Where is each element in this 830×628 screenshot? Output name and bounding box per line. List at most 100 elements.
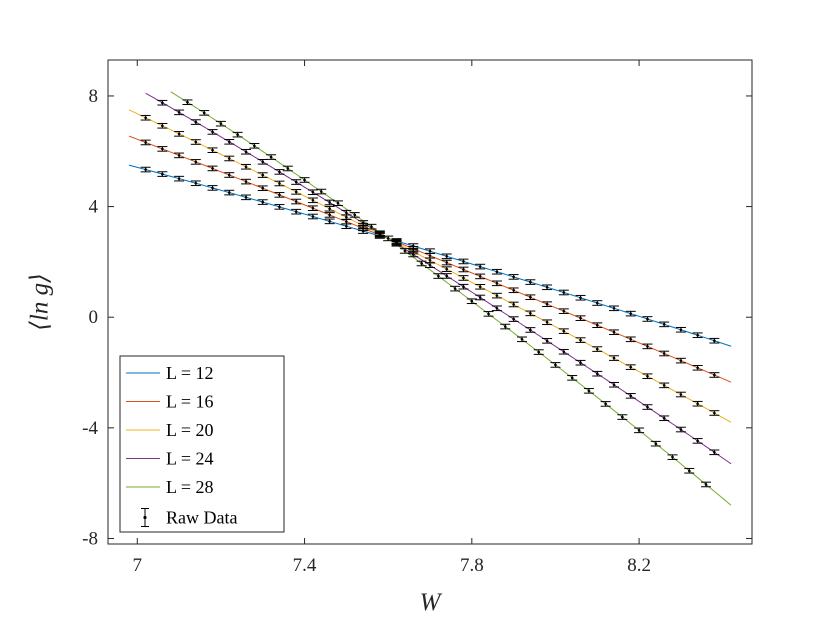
raw-data-point	[709, 410, 720, 416]
data-marker	[244, 196, 248, 199]
raw-data-point	[575, 359, 586, 366]
data-marker	[211, 130, 214, 134]
data-marker	[219, 122, 223, 125]
data-marker	[495, 294, 499, 297]
raw-data-point	[625, 393, 636, 399]
data-marker	[537, 350, 541, 354]
raw-data-point	[575, 337, 586, 343]
raw-data-point	[684, 467, 695, 474]
raw-data-point	[609, 305, 619, 312]
x-tick-label: 7	[133, 555, 143, 576]
data-marker	[495, 282, 499, 285]
raw-data-point	[257, 172, 268, 178]
raw-data-point	[525, 294, 536, 301]
data-marker	[570, 376, 574, 380]
data-marker	[253, 144, 256, 148]
raw-data-point	[491, 292, 502, 299]
data-marker	[144, 141, 147, 144]
raw-data-point	[609, 355, 619, 361]
raw-data-point	[207, 165, 218, 172]
raw-data-point	[650, 440, 661, 447]
raw-data-point	[441, 259, 452, 266]
raw-data-point	[701, 481, 711, 488]
data-marker	[529, 328, 532, 332]
data-marker	[244, 180, 248, 183]
data-marker	[386, 237, 390, 240]
raw-data-point	[583, 388, 594, 394]
raw-data-point	[617, 414, 628, 420]
data-marker	[629, 365, 633, 369]
data-marker	[545, 339, 549, 343]
data-marker	[319, 190, 323, 193]
raw-data-point	[475, 294, 486, 301]
axes-box	[107, 59, 753, 545]
data-marker	[278, 193, 281, 197]
data-marker	[462, 285, 465, 289]
raw-data-point	[266, 154, 277, 160]
data-marker	[194, 181, 198, 185]
raw-data-point	[307, 197, 318, 204]
raw-data-point	[558, 328, 569, 334]
data-marker	[294, 200, 298, 203]
data-marker	[211, 186, 214, 190]
raw-data-point	[575, 294, 586, 301]
data-marker	[227, 157, 231, 160]
data-marker	[554, 363, 557, 367]
x-tick-label: 7.8	[460, 555, 484, 576]
raw-data-point	[508, 316, 519, 322]
data-marker	[261, 200, 265, 204]
raw-data-point	[190, 180, 201, 187]
data-marker	[345, 224, 348, 228]
x-axis-ticks: 7 7.4 7.8 8.2	[133, 60, 651, 576]
raw-data-point	[567, 375, 578, 381]
raw-data-point	[374, 230, 385, 237]
data-marker	[345, 215, 348, 219]
data-marker	[512, 275, 515, 279]
raw-data-point	[391, 240, 402, 247]
data-marker	[612, 356, 616, 360]
data-marker	[696, 366, 699, 370]
raw-data-point	[475, 263, 486, 270]
raw-data-point	[140, 114, 151, 121]
data-marker	[177, 132, 181, 136]
raw-data-point	[333, 200, 343, 206]
data-marker	[646, 374, 649, 378]
raw-data-point	[140, 166, 151, 173]
data-marker	[679, 359, 683, 362]
raw-data-point	[307, 213, 318, 220]
raw-data-point	[692, 438, 703, 444]
raw-data-point	[575, 315, 586, 321]
raw-data-point	[241, 148, 251, 155]
data-marker	[294, 190, 298, 194]
raw-data-point	[625, 336, 636, 343]
raw-data-point	[659, 382, 670, 389]
data-marker	[278, 205, 281, 209]
legend-label: L = 12	[166, 363, 213, 383]
y-axis-ticks: 8 4 0 -4 -8	[82, 86, 752, 549]
data-marker	[696, 402, 699, 406]
data-marker	[529, 312, 532, 315]
raw-data-point	[207, 147, 218, 154]
data-marker	[194, 140, 198, 144]
data-marker	[211, 148, 214, 152]
data-marker	[512, 317, 515, 321]
legend-label-raw-data: Raw Data	[166, 508, 237, 528]
raw-data-point	[525, 310, 536, 317]
data-marker	[411, 253, 415, 256]
data-marker	[478, 265, 482, 268]
data-marker	[294, 180, 298, 184]
data-marker	[495, 306, 499, 310]
data-marker	[696, 333, 699, 337]
data-marker	[403, 249, 407, 253]
raw-data-point	[358, 220, 369, 226]
raw-data-point	[291, 179, 302, 185]
raw-data-point	[366, 223, 377, 230]
raw-data-point	[324, 199, 335, 206]
data-marker	[177, 111, 181, 114]
raw-data-point	[174, 109, 185, 116]
raw-data-point	[508, 274, 519, 280]
raw-data-point	[491, 268, 502, 275]
data-marker	[361, 221, 365, 225]
raw-data-point	[257, 185, 268, 192]
raw-data-point	[500, 323, 511, 330]
